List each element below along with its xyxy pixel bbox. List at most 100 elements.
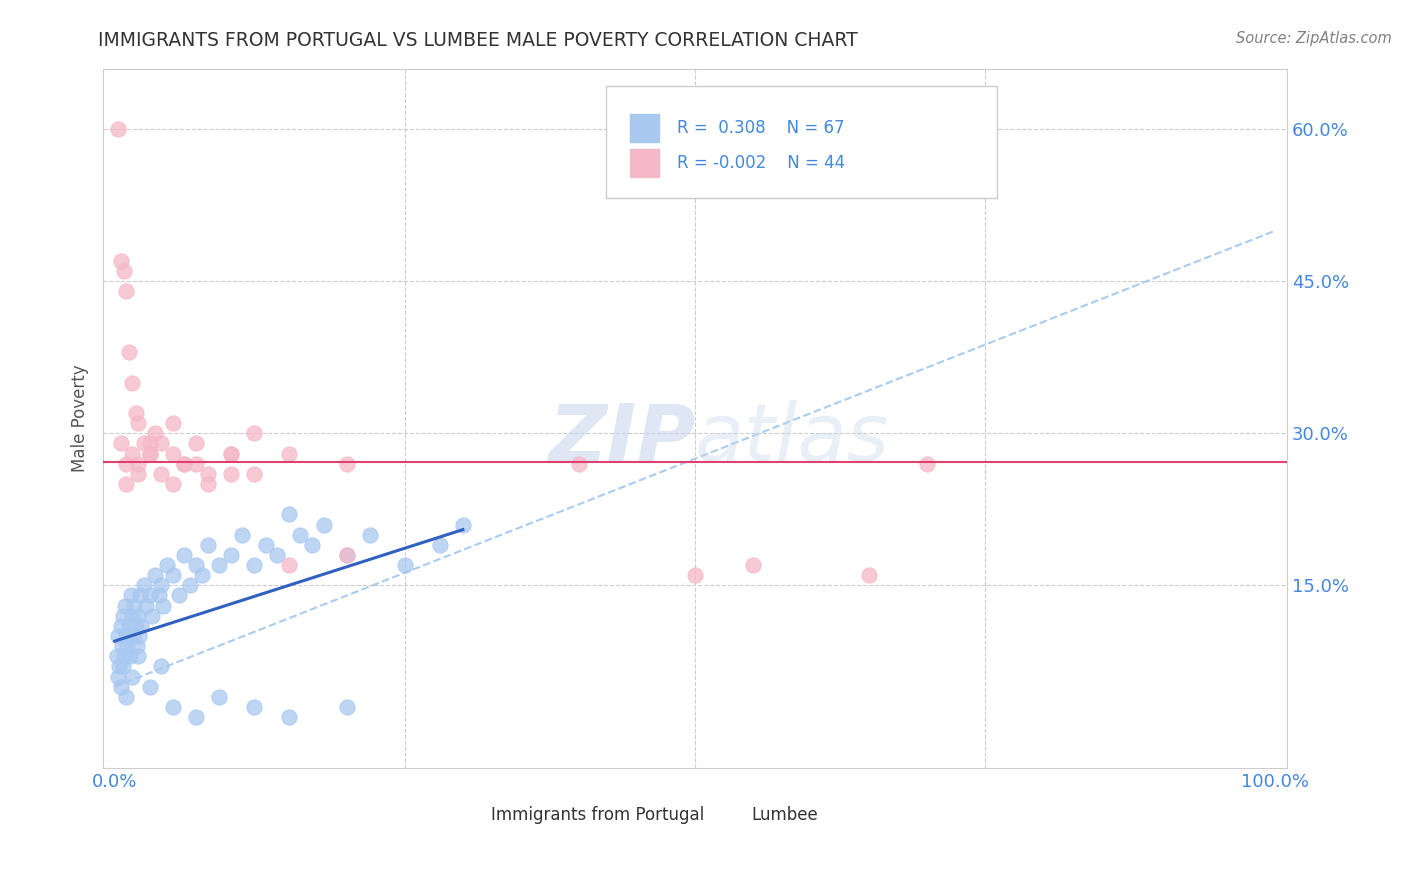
- Point: [254, 538, 277, 552]
- Point: [129, 589, 152, 603]
- Point: [127, 608, 149, 623]
- Point: [115, 285, 138, 299]
- Point: [127, 649, 149, 664]
- Point: [336, 700, 359, 714]
- Point: [117, 639, 139, 653]
- Point: [118, 649, 141, 664]
- Point: [208, 558, 231, 573]
- Point: [336, 457, 359, 471]
- Point: [231, 527, 253, 541]
- Point: [110, 436, 132, 450]
- Point: [858, 568, 880, 582]
- Point: [219, 467, 242, 481]
- Point: [162, 568, 184, 582]
- Point: [124, 406, 146, 420]
- Point: [173, 457, 195, 471]
- Point: [111, 659, 134, 673]
- Point: [219, 447, 242, 461]
- Point: [115, 457, 138, 471]
- Point: [138, 436, 160, 450]
- Point: [132, 578, 155, 592]
- Point: [742, 558, 765, 573]
- Point: [115, 690, 138, 704]
- Point: [121, 669, 143, 683]
- Point: [290, 527, 312, 541]
- Point: [110, 680, 132, 694]
- Point: [127, 416, 149, 430]
- Point: [150, 467, 173, 481]
- Point: [266, 548, 288, 562]
- Text: IMMIGRANTS FROM PORTUGAL VS LUMBEE MALE POVERTY CORRELATION CHART: IMMIGRANTS FROM PORTUGAL VS LUMBEE MALE …: [98, 31, 858, 50]
- Point: [107, 122, 129, 136]
- Point: [429, 538, 451, 552]
- Point: [683, 568, 706, 582]
- Point: [138, 680, 160, 694]
- Point: [277, 508, 299, 522]
- Point: [121, 447, 143, 461]
- Text: Lumbee: Lumbee: [752, 806, 818, 824]
- Point: [132, 436, 155, 450]
- Text: ZIP: ZIP: [547, 401, 695, 478]
- Point: [108, 659, 131, 673]
- Point: [394, 558, 416, 573]
- Point: [150, 578, 173, 592]
- Point: [336, 548, 359, 562]
- Point: [148, 589, 170, 603]
- Point: [277, 710, 299, 724]
- Point: [243, 700, 266, 714]
- Point: [184, 558, 207, 573]
- Point: [127, 457, 149, 471]
- Point: [124, 599, 146, 613]
- Point: [167, 589, 190, 603]
- Point: [118, 619, 141, 633]
- Point: [124, 619, 146, 633]
- Point: [162, 416, 184, 430]
- Point: [112, 649, 135, 664]
- Point: [277, 447, 299, 461]
- Point: [138, 589, 160, 603]
- Point: [301, 538, 323, 552]
- Point: [125, 639, 148, 653]
- Point: [219, 548, 242, 562]
- Point: [336, 548, 359, 562]
- Point: [115, 629, 138, 643]
- Text: R = -0.002    N = 44: R = -0.002 N = 44: [678, 154, 845, 172]
- FancyBboxPatch shape: [606, 86, 997, 198]
- Point: [359, 527, 381, 541]
- Point: [143, 568, 166, 582]
- Point: [184, 436, 207, 450]
- Point: [162, 447, 184, 461]
- Point: [179, 578, 201, 592]
- Point: [173, 457, 195, 471]
- Point: [197, 467, 219, 481]
- Point: [312, 517, 335, 532]
- Point: [141, 608, 163, 623]
- Point: [107, 669, 129, 683]
- Point: [135, 599, 157, 613]
- Point: [162, 700, 184, 714]
- Point: [138, 447, 160, 461]
- Text: atlas: atlas: [695, 401, 890, 478]
- Point: [128, 629, 150, 643]
- Point: [122, 629, 145, 643]
- Point: [143, 426, 166, 441]
- FancyBboxPatch shape: [630, 149, 659, 177]
- Point: [568, 457, 591, 471]
- Point: [120, 589, 142, 603]
- Point: [138, 447, 160, 461]
- Point: [118, 345, 141, 359]
- Point: [208, 690, 231, 704]
- Point: [110, 619, 132, 633]
- FancyBboxPatch shape: [458, 810, 484, 834]
- Point: [115, 477, 138, 491]
- Point: [451, 517, 474, 532]
- Point: [150, 659, 173, 673]
- Point: [150, 436, 173, 450]
- Text: Immigrants from Portugal: Immigrants from Portugal: [491, 806, 704, 824]
- Text: R =  0.308    N = 67: R = 0.308 N = 67: [678, 119, 845, 137]
- Point: [107, 629, 129, 643]
- FancyBboxPatch shape: [630, 114, 659, 142]
- Point: [156, 558, 179, 573]
- Point: [184, 710, 207, 724]
- Point: [184, 457, 207, 471]
